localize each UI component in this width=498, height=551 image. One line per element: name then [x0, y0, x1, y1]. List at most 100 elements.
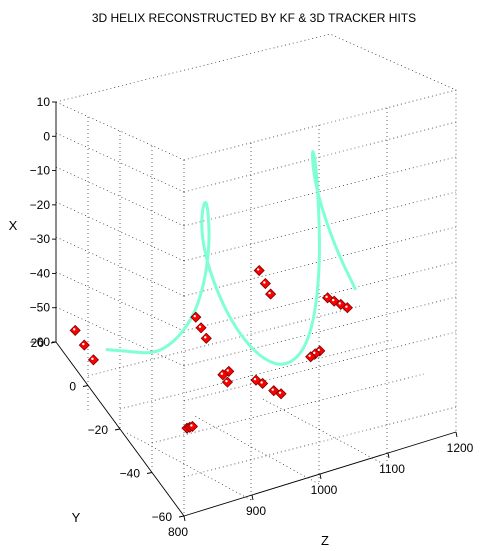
tracker-hit-highlight	[260, 381, 263, 384]
y-tick-label: −40	[120, 467, 141, 481]
tracker-hit-marker	[190, 311, 202, 323]
chart-title: 3D HELIX RECONSTRUCTED BY KF & 3D TRACKE…	[92, 11, 416, 25]
tracker-hit-marker	[253, 264, 265, 277]
tracker-hit-highlight	[193, 314, 196, 318]
vertical-tick-label: 0	[43, 129, 50, 143]
y-tick-mark	[50, 341, 57, 344]
tracker-hit-diamond	[87, 354, 100, 366]
axes	[55, 102, 457, 517]
tick-labels: 100−10−20−30−40−50−60200−20−40−608009001…	[30, 95, 474, 539]
grid-frame-back	[55, 33, 457, 432]
grid-floor-5	[124, 431, 252, 501]
tracker-hit-marker	[221, 376, 234, 388]
helix-curve	[105, 150, 358, 366]
tracker-hit-highlight	[278, 391, 282, 394]
tracker-hit-marker	[275, 388, 287, 400]
vertical-tick-label: −50	[30, 301, 51, 315]
grid-x-right-7	[183, 331, 457, 402]
y-tick-mark	[178, 515, 185, 518]
z-tick-label: 1200	[447, 441, 474, 455]
tracker-hit-marker	[69, 324, 81, 336]
grid-x-right-5	[183, 261, 457, 332]
z-tick-mark	[387, 452, 390, 459]
tracker-hit-highlight	[325, 295, 328, 299]
x-axis-label-z: Z	[321, 533, 329, 548]
tracker-hit-highlight	[263, 281, 266, 284]
tracker-hit-marker	[78, 339, 90, 351]
tracker-hit-diamond	[341, 302, 353, 314]
tracker-hit-diamond	[253, 264, 265, 277]
tracker-hit-marker	[195, 322, 207, 334]
tracker-hit-highlight	[317, 348, 320, 352]
tracker-hit-highlight	[253, 377, 257, 381]
tracker-hit-highlight	[271, 388, 274, 391]
z-tick-label: 1000	[311, 483, 338, 497]
tracker-hit-marker	[217, 369, 229, 381]
tracker-hit-marker	[341, 302, 353, 314]
grid-floor-3	[151, 373, 425, 444]
tracker-hit-diamond	[257, 377, 269, 390]
tracker-hit-highlight	[220, 372, 224, 375]
grid-floor-2	[119, 339, 393, 410]
grid-frame-top-edge	[183, 89, 457, 161]
tracker-hit-marker	[200, 332, 212, 344]
y-axis-label: Y	[72, 510, 81, 525]
y-tick-mark	[114, 428, 121, 431]
tracker-hit-marker	[265, 288, 277, 300]
y-tick-label: 20	[31, 336, 45, 350]
tracker-hit-highlight	[198, 325, 202, 328]
tracker-hit-diamond	[265, 288, 277, 300]
z-tick-label: 800	[168, 525, 188, 539]
z-tick-label: 1100	[379, 462, 405, 476]
grid-floor-1	[87, 305, 361, 377]
tracker-hit-marker	[186, 420, 199, 433]
tracker-hit-highlight	[308, 354, 311, 357]
tracker-hit-diamond	[259, 277, 271, 290]
grid-floor-7	[260, 397, 388, 467]
vertical-tick-label: −20	[30, 198, 51, 212]
grid-x-right-2	[183, 156, 457, 227]
tracker-hit-diamond	[275, 388, 287, 400]
y-tick-mark	[82, 385, 89, 387]
tracker-hit-highlight	[345, 305, 348, 308]
tracker-hits-series	[69, 264, 353, 434]
tracker-hit-highlight	[338, 302, 341, 305]
tracker-hit-marker	[259, 277, 271, 290]
tick-marks	[50, 101, 458, 522]
z-tick-mark	[183, 515, 186, 522]
tracker-hit-highlight	[225, 379, 228, 383]
vertical-tick-label: −30	[30, 232, 51, 246]
tracker-hit-diamond	[190, 311, 202, 323]
y-tick-label: −20	[88, 423, 109, 437]
tracker-hit-highlight	[82, 342, 85, 346]
tracker-hit-highlight	[73, 328, 76, 331]
tracker-hit-highlight	[226, 369, 229, 372]
grid-x-left-5	[55, 271, 185, 332]
tracker-hit-diamond	[186, 420, 199, 433]
grid	[55, 33, 457, 516]
tracker-hit-highlight	[91, 357, 94, 361]
tracker-hit-highlight	[268, 291, 271, 295]
y-tick-label: −60	[152, 510, 173, 524]
grid-x-right-6	[183, 296, 457, 367]
z-tick-label: 900	[246, 504, 266, 518]
tracker-hit-marker	[305, 351, 317, 363]
tracker-hit-diamond	[195, 322, 207, 334]
tracker-hit-diamond	[221, 376, 234, 388]
y-tick-label: 0	[69, 380, 76, 394]
tracker-hit-highlight	[313, 351, 316, 355]
tracker-hit-marker	[87, 354, 100, 366]
grid-x-right-1	[183, 121, 457, 193]
helix-series	[105, 150, 358, 366]
tracker-hit-highlight	[332, 298, 335, 302]
tracker-hit-highlight	[204, 336, 207, 339]
tracker-hit-diamond	[200, 332, 212, 344]
z-tick-mark	[455, 431, 458, 438]
grid-floor-6	[192, 414, 320, 485]
z-tick-mark	[319, 473, 322, 480]
vertical-tick-label: −40	[30, 266, 51, 280]
tracker-hit-diamond	[305, 351, 317, 363]
vertical-tick-label: −60	[30, 335, 51, 349]
